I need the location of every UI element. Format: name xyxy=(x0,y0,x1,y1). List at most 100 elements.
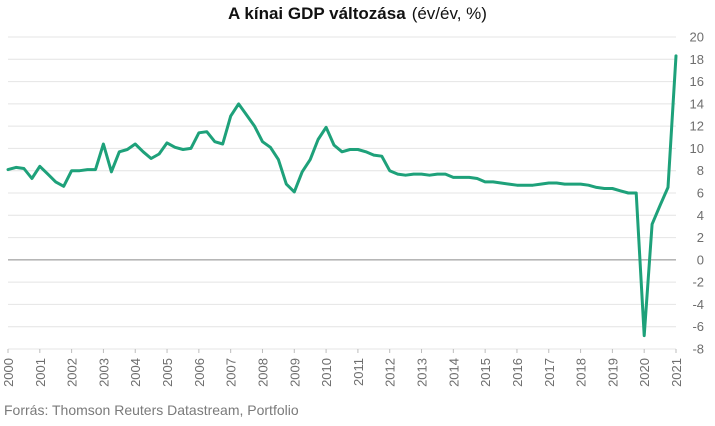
x-tick-label: 2009 xyxy=(287,358,302,387)
data-point xyxy=(214,141,216,143)
x-tick-label: 2013 xyxy=(415,358,430,387)
data-point xyxy=(134,143,136,145)
data-point xyxy=(492,181,494,183)
data-point xyxy=(253,125,255,127)
data-point xyxy=(420,173,422,175)
data-point xyxy=(158,153,160,155)
data-point xyxy=(102,143,104,145)
x-tick-label: 2012 xyxy=(383,358,398,387)
data-point xyxy=(468,176,470,178)
x-tick-label: 2010 xyxy=(319,358,334,387)
x-tick-label: 2001 xyxy=(33,358,48,387)
data-point xyxy=(126,148,128,150)
data-point xyxy=(349,148,351,150)
x-tick-label: 2000 xyxy=(1,358,16,387)
y-tick-label: 4 xyxy=(697,208,704,223)
data-point xyxy=(404,174,406,176)
data-point xyxy=(23,167,25,169)
x-tick-label: 2008 xyxy=(255,358,270,387)
x-tick-label: 2019 xyxy=(605,358,620,387)
data-point xyxy=(277,158,279,160)
y-tick-label: -6 xyxy=(692,319,704,334)
data-point xyxy=(31,177,33,179)
data-point xyxy=(86,168,88,170)
x-tick-label: 2006 xyxy=(192,358,207,387)
y-tick-label: -4 xyxy=(692,297,704,312)
x-tick-label: 2017 xyxy=(542,358,557,387)
y-tick-label: 6 xyxy=(697,186,704,201)
data-point xyxy=(381,155,383,157)
data-point xyxy=(222,143,224,145)
data-point xyxy=(206,131,208,133)
series-line-gdp xyxy=(6,54,678,338)
data-point xyxy=(571,183,573,185)
data-point xyxy=(229,115,231,117)
x-tick-label: 2020 xyxy=(637,358,652,387)
data-point xyxy=(428,174,430,176)
data-point xyxy=(436,173,438,175)
data-point xyxy=(659,204,661,206)
data-point xyxy=(651,223,653,225)
data-point xyxy=(110,171,112,173)
x-tick-label: 2021 xyxy=(669,358,684,387)
y-tick-label: 14 xyxy=(690,96,704,111)
y-tick-label: 2 xyxy=(697,230,704,245)
data-point xyxy=(150,157,152,159)
x-tick-label: 2004 xyxy=(128,358,143,387)
data-point xyxy=(460,176,462,178)
data-point xyxy=(198,132,200,134)
data-point xyxy=(675,55,677,57)
data-point xyxy=(627,192,629,194)
data-point xyxy=(166,142,168,144)
data-point xyxy=(269,146,271,148)
data-point xyxy=(94,168,96,170)
data-point xyxy=(396,173,398,175)
data-point xyxy=(182,148,184,150)
data-point xyxy=(333,144,335,146)
source-note: Forrás: Thomson Reuters Datastream, Port… xyxy=(4,402,299,418)
data-point xyxy=(484,181,486,183)
data-point xyxy=(7,168,9,170)
data-point xyxy=(635,192,637,194)
data-point xyxy=(62,185,64,187)
data-point xyxy=(579,183,581,185)
data-point xyxy=(55,181,57,183)
data-point xyxy=(412,173,414,175)
y-tick-label: -2 xyxy=(692,275,704,290)
x-tick-label: 2005 xyxy=(160,358,175,387)
data-point xyxy=(190,147,192,149)
x-tick-label: 2016 xyxy=(510,358,525,387)
data-point xyxy=(373,154,375,156)
data-point xyxy=(341,151,343,153)
data-point xyxy=(611,187,613,189)
y-tick-label: -8 xyxy=(692,342,704,357)
data-point xyxy=(142,151,144,153)
x-tick-label: 2007 xyxy=(224,358,239,387)
data-point xyxy=(174,146,176,148)
data-point xyxy=(261,141,263,143)
data-point xyxy=(317,138,319,140)
y-tick-label: 20 xyxy=(690,30,704,45)
data-point xyxy=(118,151,120,153)
data-point xyxy=(500,182,502,184)
x-tick-label: 2011 xyxy=(351,358,366,386)
data-point xyxy=(47,173,49,175)
data-point xyxy=(548,182,550,184)
data-point xyxy=(563,183,565,185)
grid-layer xyxy=(8,36,676,350)
data-point xyxy=(245,114,247,116)
data-point xyxy=(357,148,359,150)
x-tick-label: 2018 xyxy=(574,358,589,387)
data-point xyxy=(293,191,295,193)
data-point xyxy=(365,151,367,153)
chart-title-main: A kínai GDP változása xyxy=(228,4,406,23)
data-point xyxy=(508,183,510,185)
data-point xyxy=(667,186,669,188)
data-point xyxy=(237,103,239,105)
y-tick-label: 10 xyxy=(690,141,704,156)
data-point xyxy=(532,184,534,186)
data-point xyxy=(325,126,327,128)
x-axis-ticks: 2000 2001 2002 2003 2004 2005 2006 2007 2008 2009… xyxy=(1,349,684,387)
x-tick-label: 2014 xyxy=(446,358,461,387)
